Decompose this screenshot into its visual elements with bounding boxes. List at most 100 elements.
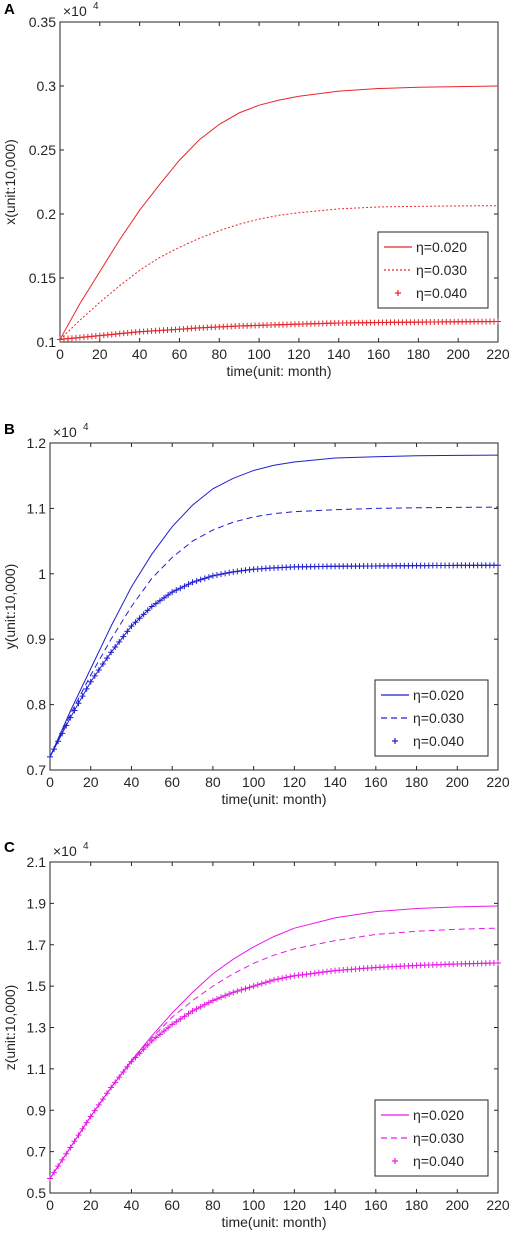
series-marker <box>201 1001 208 1008</box>
x-tick-label: 60 <box>164 774 180 790</box>
series-marker <box>213 571 220 578</box>
y-exponent-power: 4 <box>83 422 89 433</box>
x-tick-label: 220 <box>486 774 510 790</box>
series-marker <box>140 611 147 618</box>
series-marker <box>177 1016 184 1023</box>
x-tick-label: 0 <box>46 774 54 790</box>
series-marker <box>104 1090 111 1097</box>
series-marker <box>242 985 249 992</box>
x-tick-label: 20 <box>83 774 99 790</box>
series-marker <box>91 1107 98 1114</box>
x-tick-label: 140 <box>327 346 351 362</box>
x-tick-label: 160 <box>367 346 391 362</box>
series-marker <box>279 975 286 982</box>
x-tick-label: 120 <box>287 346 311 362</box>
series-marker <box>124 1063 131 1070</box>
series-3 <box>57 318 501 343</box>
legend-entry: η=0.040 <box>413 733 464 749</box>
series-marker <box>234 988 241 995</box>
series-line <box>49 454 499 758</box>
y-tick-label: 0.15 <box>29 270 56 286</box>
x-tick-label: 180 <box>405 774 429 790</box>
y-tick-label: 2.1 <box>27 854 47 870</box>
series-marker <box>222 992 229 999</box>
panel-b: B 0 20 40 60 80 100 120 140 160 180 200 220 0.7 0.8 0.9… <box>2 421 510 807</box>
series-marker <box>246 984 253 991</box>
series-marker <box>218 994 225 1001</box>
series-marker <box>169 1021 176 1028</box>
series-marker <box>181 1013 188 1020</box>
panel-c: C 0 20 40 60 80 100 120 140 160 180 200 220 0.5 0.7 0.9… <box>2 839 510 1230</box>
series-marker <box>71 1138 78 1145</box>
x-tick-label: 40 <box>132 346 148 362</box>
series-marker <box>226 569 233 576</box>
x-tick-label: 120 <box>283 774 307 790</box>
series-marker <box>197 1003 204 1010</box>
series-line <box>49 506 499 758</box>
series-marker <box>128 1058 135 1065</box>
series-marker <box>87 678 94 685</box>
legend-entry: η=0.040 <box>413 1153 464 1169</box>
panel-label: A <box>4 1 15 18</box>
series-marker <box>323 968 330 975</box>
series-1 <box>59 85 499 340</box>
series-marker <box>75 1132 82 1139</box>
series-marker <box>67 1144 74 1151</box>
x-tick-label: 140 <box>323 1197 347 1213</box>
series-marker <box>156 1031 163 1038</box>
series-marker <box>238 986 245 993</box>
x-tick-label: 0 <box>46 1197 54 1213</box>
series-marker <box>71 707 78 714</box>
legend-entry: η=0.040 <box>416 285 467 301</box>
series-marker <box>108 1084 115 1091</box>
series-marker <box>209 572 216 579</box>
series-marker <box>222 570 229 577</box>
series-marker <box>287 973 294 980</box>
y-tick-label: 1.3 <box>27 1020 47 1036</box>
series-marker <box>230 568 237 575</box>
y-axis-label: x(unit:10,000) <box>2 139 18 225</box>
panel-label: B <box>4 421 15 438</box>
series-marker <box>189 1007 196 1014</box>
series-marker <box>307 970 314 977</box>
y-exponent-power: 4 <box>83 841 89 852</box>
x-tick-label: 200 <box>446 774 470 790</box>
series-marker <box>91 672 98 679</box>
x-tick-label: 20 <box>83 1197 99 1213</box>
series-marker <box>140 1046 147 1053</box>
series-marker <box>148 1037 155 1044</box>
legend-entry: η=0.020 <box>413 687 464 703</box>
x-tick-label: 180 <box>405 1197 429 1213</box>
series-marker <box>495 318 501 325</box>
x-tick-label: 60 <box>164 1197 180 1213</box>
y-tick-label: 1.9 <box>27 895 47 911</box>
series-marker <box>295 972 302 979</box>
series-marker <box>189 579 196 586</box>
x-tick-label: 220 <box>486 346 510 362</box>
series-marker <box>258 980 265 987</box>
series-marker <box>266 978 273 985</box>
series-marker <box>95 1101 102 1108</box>
series-marker <box>108 649 115 656</box>
series-marker <box>161 594 168 601</box>
series-marker <box>205 574 212 581</box>
series-marker <box>55 1163 62 1170</box>
series-marker <box>63 722 70 729</box>
series-marker <box>75 700 82 707</box>
series-marker <box>79 693 86 700</box>
series-3 <box>47 959 501 1182</box>
series-marker <box>112 1079 119 1086</box>
x-tick-label: 0 <box>56 346 64 362</box>
series-marker <box>177 585 184 592</box>
series-marker <box>144 607 151 614</box>
series-marker <box>169 589 176 596</box>
x-tick-label: 200 <box>446 1197 470 1213</box>
series-line <box>59 85 499 340</box>
series-marker <box>315 969 322 976</box>
y-tick-label: 1 <box>38 566 46 582</box>
panel-label: C <box>4 839 15 856</box>
series-marker <box>99 1096 106 1103</box>
x-tick-label: 100 <box>242 1197 266 1213</box>
series-marker <box>152 1034 159 1041</box>
x-tick-label: 160 <box>364 774 388 790</box>
